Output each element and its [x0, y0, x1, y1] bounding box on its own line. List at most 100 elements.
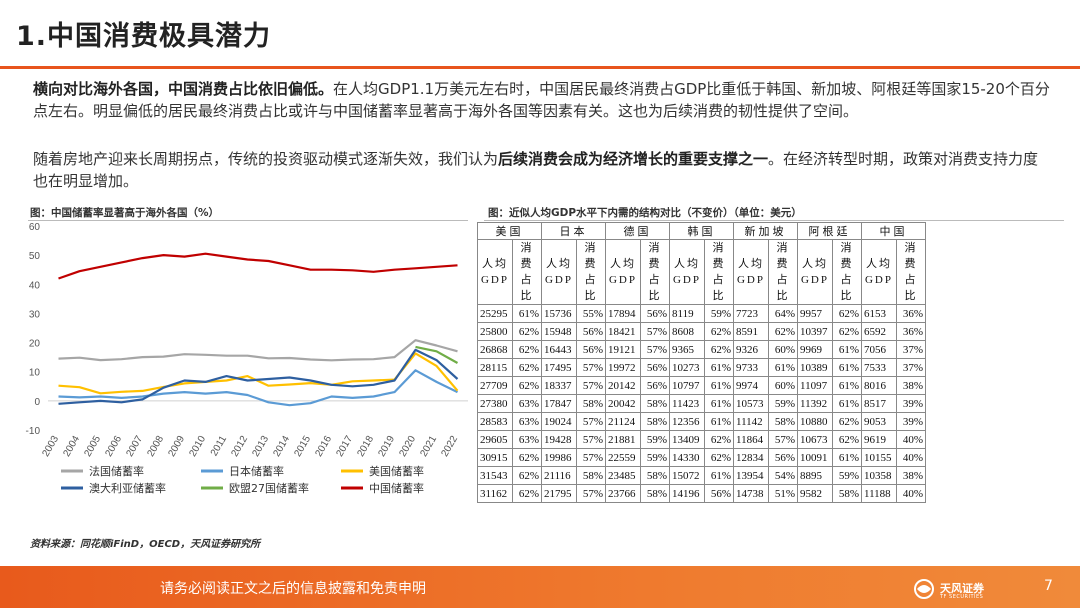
gdp-cell: 23485	[605, 466, 641, 485]
gdp-cell: 18337	[541, 376, 577, 395]
consumption-share-header: 消费占比	[896, 239, 926, 305]
page-title: 1.中国消费极具潜力	[16, 21, 272, 52]
country-header: 德国	[605, 222, 670, 240]
gdp-cell: 9582	[797, 484, 833, 503]
series-line-2	[58, 352, 459, 395]
share-cell: 61%	[704, 412, 734, 431]
consumption-share-header: 消费占比	[640, 239, 670, 305]
share-cell: 57%	[576, 358, 606, 377]
share-cell: 58%	[640, 466, 670, 485]
share-cell: 62%	[512, 358, 542, 377]
table-row: 31162 62% 21795 57% 23766 58% 14196 56% 14738 51%…	[477, 484, 926, 503]
gdp-cell: 9619	[861, 430, 897, 449]
x-tick-label: 2015	[292, 434, 313, 459]
paragraph-2-post: 。在经济转型时期，政策对消费支持力度也在明显增加。	[33, 150, 1039, 190]
savings-rate-chart: -10 0 10 20 30 40 50 60 2003 2004 2005 2006 2007 2008…	[26, 222, 468, 495]
share-cell: 61%	[832, 448, 862, 467]
share-cell: 61%	[704, 358, 734, 377]
gdp-cell: 6153	[861, 304, 897, 323]
table-country-header: 美国 日本 德国 韩国 新加坡 阿根廷 中国	[477, 222, 926, 240]
table-row: 25800 62% 15948 56% 18421 57% 8608 62% 8591 62% 10…	[477, 322, 926, 341]
title-divider	[0, 66, 1080, 69]
share-cell: 61%	[768, 358, 798, 377]
gdp-cell: 18421	[605, 322, 641, 341]
gdp-per-capita-header: 人均GDP	[477, 239, 513, 305]
gdp-cell: 11142	[733, 412, 769, 431]
x-tick-label: 2011	[209, 434, 229, 459]
x-tick-label: 2016	[313, 434, 334, 459]
share-cell: 56%	[768, 448, 798, 467]
share-cell: 56%	[576, 340, 606, 359]
share-cell: 55%	[576, 304, 606, 323]
share-cell: 63%	[512, 394, 542, 413]
gdp-per-capita-header: 人均GDP	[797, 239, 833, 305]
share-cell: 61%	[512, 304, 542, 323]
series-line-5	[58, 252, 458, 280]
consumption-share-header: 消费占比	[576, 239, 606, 305]
x-tick-label: 2020	[397, 434, 418, 459]
share-cell: 40%	[896, 430, 926, 449]
gdp-per-capita-header: 人均GDP	[541, 239, 577, 305]
share-cell: 61%	[832, 358, 862, 377]
share-cell: 62%	[768, 322, 798, 341]
gdp-cell: 10155	[861, 448, 897, 467]
paragraph-1-bold: 横向对比海外各国，中国消费占比依旧偏低。	[33, 80, 334, 98]
gdp-cell: 31162	[477, 484, 513, 503]
figure-2-rule	[484, 220, 1064, 221]
gdp-cell: 19121	[605, 340, 641, 359]
footer-bar	[0, 566, 1080, 608]
share-cell: 62%	[832, 430, 862, 449]
x-tick-label: 2019	[376, 434, 397, 459]
gdp-cell: 13954	[733, 466, 769, 485]
table-sub-header: 人均GDP 消费占比 人均GDP 消费占比 人均GDP 消费占比 人均GDP 消费占比 人均GD…	[477, 239, 926, 305]
share-cell: 63%	[512, 430, 542, 449]
share-cell: 38%	[896, 376, 926, 395]
share-cell: 62%	[512, 376, 542, 395]
share-cell: 57%	[576, 484, 606, 503]
gdp-cell: 10673	[797, 430, 833, 449]
gdp-cell: 21124	[605, 412, 641, 431]
paragraph-2: 随着房地产迎来长周期拐点，传统的投资驱动模式逐渐失效，我们认为后续消费会成为经济…	[33, 148, 1053, 192]
gdp-cell: 6592	[861, 322, 897, 341]
gdp-per-capita-header: 人均GDP	[861, 239, 897, 305]
share-cell: 57%	[768, 430, 798, 449]
gdp-cell: 9326	[733, 340, 769, 359]
gdp-cell: 25295	[477, 304, 513, 323]
gdp-cell: 19972	[605, 358, 641, 377]
gdp-cell: 12834	[733, 448, 769, 467]
table-row: 27380 63% 17847 58% 20042 58% 11423 61% 10573 59%…	[477, 394, 926, 413]
gdp-cell: 11188	[861, 484, 897, 503]
gdp-cell: 9365	[669, 340, 705, 359]
share-cell: 62%	[512, 484, 542, 503]
country-header: 日本	[541, 222, 606, 240]
country-header: 新加坡	[733, 222, 798, 240]
gdp-cell: 28583	[477, 412, 513, 431]
share-cell: 56%	[704, 484, 734, 503]
share-cell: 40%	[896, 448, 926, 467]
brand-name: 天风证券	[940, 582, 984, 595]
gdp-cell: 14196	[669, 484, 705, 503]
share-cell: 40%	[896, 484, 926, 503]
y-tick-label: 50	[29, 251, 41, 262]
gdp-cell: 9053	[861, 412, 897, 431]
x-tick-label: 2022	[439, 434, 460, 459]
share-cell: 56%	[640, 304, 670, 323]
gdp-per-capita-header: 人均GDP	[669, 239, 705, 305]
gdp-cell: 10389	[797, 358, 833, 377]
share-cell: 39%	[896, 412, 926, 431]
y-tick-label: 60	[29, 222, 41, 233]
legend-label: 中国储蓄率	[369, 481, 424, 495]
share-cell: 61%	[832, 394, 862, 413]
brand-name-en: TF SECURITIES	[940, 594, 984, 600]
gdp-cell: 10273	[669, 358, 705, 377]
legend-label: 法国储蓄率	[89, 464, 144, 478]
tf-logo-icon	[914, 579, 934, 599]
share-cell: 58%	[768, 412, 798, 431]
share-cell: 57%	[576, 430, 606, 449]
disclaimer-link[interactable]: 请务必阅读正文之后的信息披露和免责申明	[160, 581, 426, 597]
table-row: 30915 62% 19986 57% 22559 59% 14330 62% 12834 56%…	[477, 448, 926, 467]
x-tick-label: 2021	[418, 434, 439, 459]
gdp-cell: 10797	[669, 376, 705, 395]
country-header: 美国	[477, 222, 542, 240]
gdp-cell: 10573	[733, 394, 769, 413]
